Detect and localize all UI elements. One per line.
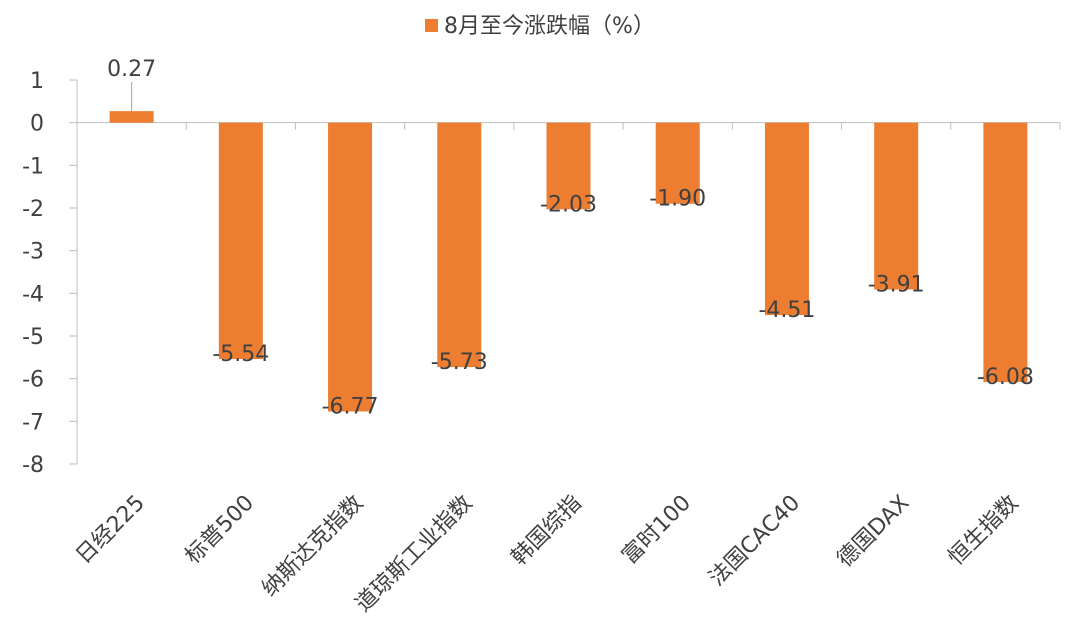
y-tick-label: -6 bbox=[22, 368, 44, 393]
bar bbox=[874, 122, 919, 290]
x-tick-label: 韩国综指 bbox=[507, 491, 587, 571]
x-tick-label: 道琼斯工业指数 bbox=[351, 491, 478, 618]
y-tick-label: 0 bbox=[30, 112, 44, 137]
bar bbox=[655, 122, 700, 204]
legend-label: 8月至今涨跌幅（%） bbox=[444, 14, 655, 39]
bars bbox=[109, 111, 1028, 412]
data-label: -4.51 bbox=[758, 298, 815, 323]
data-label: -6.77 bbox=[322, 395, 379, 420]
legend-swatch bbox=[425, 19, 439, 32]
chart-legend: 8月至今涨跌幅（%） bbox=[0, 8, 1080, 40]
x-tick-label: 富时100 bbox=[617, 491, 695, 569]
bar bbox=[764, 122, 809, 316]
data-label: -1.90 bbox=[649, 187, 706, 212]
y-tick-label: -4 bbox=[22, 282, 44, 307]
y-tick-label: -7 bbox=[22, 410, 44, 435]
x-tick-label: 标普500 bbox=[181, 491, 259, 569]
bar bbox=[437, 122, 482, 368]
data-labels: 0.27 -5.54 -6.77 -5.73 -2.03 -1.90 -4.51 -3.91 -… bbox=[107, 57, 1034, 420]
tick-labels: 1 0 -1 -2 -3 -4 -5 -6 -7 -8 日经225 标普500纳斯达克指数道琼斯工业指… bbox=[22, 69, 1024, 617]
y-tick-label: 1 bbox=[30, 69, 44, 94]
bar bbox=[109, 111, 154, 123]
data-label: -6.08 bbox=[977, 365, 1034, 390]
bar bbox=[546, 122, 591, 210]
data-label: -5.54 bbox=[212, 342, 269, 367]
data-label: -2.03 bbox=[540, 192, 597, 217]
y-tick-label: -8 bbox=[22, 453, 44, 478]
x-tick-label: 纳斯达克指数 bbox=[257, 491, 368, 602]
bar bbox=[983, 122, 1028, 383]
x-tick-label: 法国CAC40 bbox=[705, 491, 806, 592]
y-tick-label: -3 bbox=[22, 240, 44, 265]
x-tick-label: 日经225 bbox=[71, 491, 149, 569]
data-label: 0.27 bbox=[107, 57, 156, 82]
data-label: -3.91 bbox=[868, 272, 925, 297]
x-tick-label: 德国DAX bbox=[833, 491, 915, 573]
bar bbox=[328, 122, 373, 412]
x-tick-label: 恒生指数 bbox=[944, 491, 1024, 571]
y-tick-label: -2 bbox=[22, 197, 44, 222]
data-label: -5.73 bbox=[431, 350, 488, 375]
y-tick-label: -1 bbox=[22, 154, 44, 179]
bar bbox=[218, 122, 263, 360]
y-tick-label: -5 bbox=[22, 325, 44, 350]
